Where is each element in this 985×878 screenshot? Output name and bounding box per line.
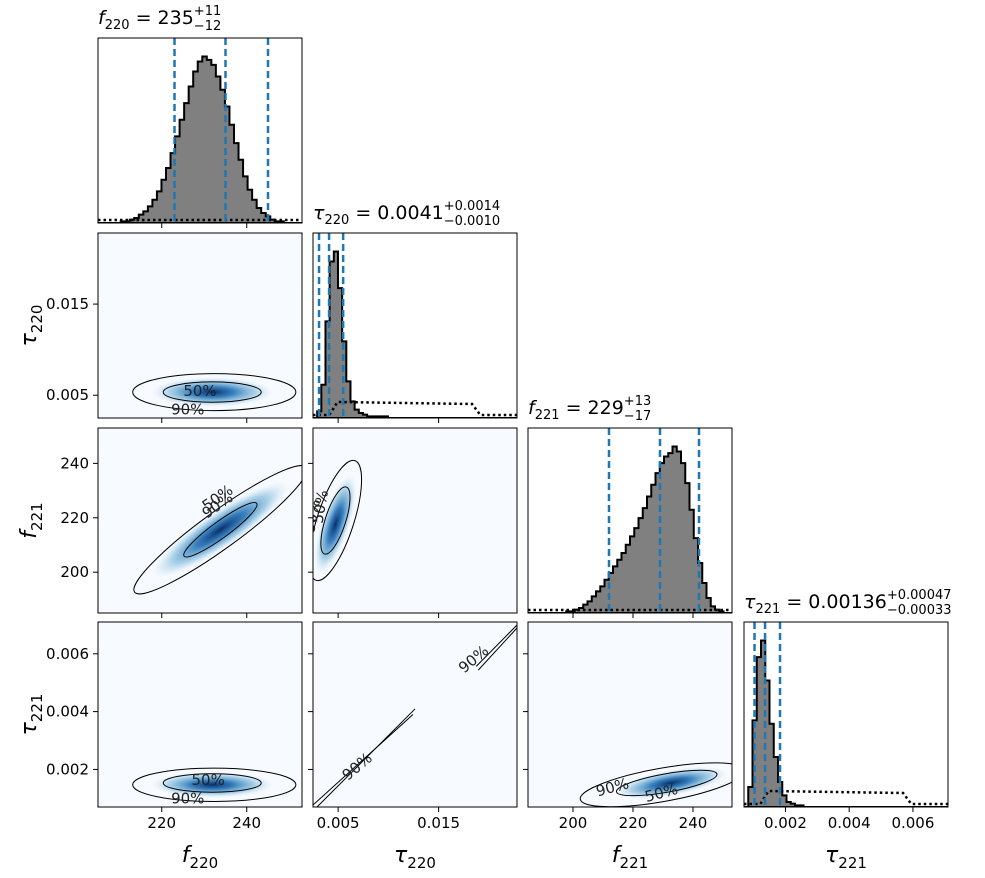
histogram-f221 bbox=[528, 445, 732, 613]
panel-frame bbox=[527, 427, 733, 614]
panel-frame bbox=[97, 232, 303, 419]
hist-panel-f221: f221 = 229+13 −17 bbox=[527, 394, 733, 614]
contour-90 bbox=[132, 373, 297, 412]
contour-90-lower-2 bbox=[316, 708, 416, 807]
title-tau220: τ220 = 0.0041+0.0014 −0.0010 bbox=[313, 199, 500, 229]
title-tau221: τ221 = 0.00136+0.00047 −0.00033 bbox=[744, 588, 952, 618]
panel-frame bbox=[97, 621, 303, 808]
y-tick-label-f221: 220 bbox=[60, 509, 89, 527]
density-panel-tau220-tau221: 90%90% bbox=[312, 621, 518, 808]
x-tick-label-tau221: 0.006 bbox=[891, 814, 934, 832]
contour-90-lower bbox=[313, 714, 414, 806]
histogram-tau220 bbox=[313, 250, 517, 418]
x-tick-label-tau220: 0.015 bbox=[417, 814, 460, 832]
density-blob bbox=[151, 377, 274, 407]
x-tick-label-f221: 220 bbox=[619, 814, 648, 832]
contour-50 bbox=[162, 381, 262, 403]
y-tick-label-tau220: 0.015 bbox=[46, 295, 89, 313]
title-f221: f221 = 229+13 −17 bbox=[528, 394, 651, 424]
contour-label: 90% bbox=[171, 400, 204, 418]
density-blob bbox=[314, 474, 357, 574]
histogram-f220 bbox=[98, 55, 302, 223]
x-tick-label-tau221: 0.002 bbox=[764, 814, 807, 832]
x-tick-label-f220: 240 bbox=[232, 814, 261, 832]
hist-panel-f220: f220 = 235+11 −12 bbox=[97, 4, 303, 224]
panel-frame bbox=[312, 621, 518, 808]
density-panel-f221-tau221: 90% 50% bbox=[527, 621, 733, 808]
contour-90 bbox=[313, 459, 363, 582]
density-panel-tau220-f221: 50%90% bbox=[300, 427, 518, 614]
contour-50 bbox=[615, 769, 718, 797]
x-axis-label-f220: f220 bbox=[182, 843, 218, 872]
contour-90 bbox=[132, 767, 297, 802]
contour-label: 50% bbox=[191, 771, 224, 789]
histogram-tau221 bbox=[744, 639, 948, 807]
panel-frame bbox=[97, 427, 303, 614]
density-panel-f220-f221: 50%90% bbox=[97, 427, 303, 614]
contour-50 bbox=[162, 773, 262, 793]
x-axis-label-f221: f221 bbox=[612, 843, 648, 872]
y-tick-label-tau221: 0.006 bbox=[46, 645, 89, 663]
y-tick-label-tau221: 0.002 bbox=[46, 760, 89, 778]
panel-frame bbox=[312, 427, 518, 614]
y-tick-label-tau221: 0.004 bbox=[46, 703, 89, 721]
contour-label: 50% bbox=[309, 489, 333, 525]
panel-frame bbox=[743, 621, 949, 808]
x-tick-label-tau221: 0.004 bbox=[828, 814, 871, 832]
y-tick-label-f221: 200 bbox=[60, 563, 89, 581]
contour-90 bbox=[133, 465, 302, 595]
hist-panel-tau220: τ220 = 0.0041+0.0014 −0.0010 bbox=[312, 199, 518, 419]
contour-90 bbox=[579, 762, 732, 807]
x-axis-label-tau220: τ220 bbox=[394, 843, 436, 872]
y-tick-label-tau220: 0.005 bbox=[46, 386, 89, 404]
x-tick-label-tau220: 0.005 bbox=[317, 814, 360, 832]
x-tick-label-f220: 220 bbox=[147, 814, 176, 832]
y-axis-label-tau220: τ220 bbox=[17, 305, 46, 347]
y-axis-label-f221: f221 bbox=[17, 502, 46, 538]
density-blob bbox=[151, 481, 289, 578]
density-blob bbox=[614, 766, 728, 800]
panel-frame bbox=[312, 232, 518, 419]
density-panel-f220-tau220: 50%90% bbox=[97, 232, 303, 419]
hist-panel-tau221: τ221 = 0.00136+0.00047 −0.00033 bbox=[743, 588, 952, 808]
contour-50 bbox=[183, 502, 258, 558]
contour-label: 90% bbox=[300, 498, 324, 534]
x-tick-label-f221: 240 bbox=[679, 814, 708, 832]
density-panel-f220-tau221: 50%90% bbox=[97, 621, 303, 808]
x-tick-label-f221: 200 bbox=[559, 814, 588, 832]
panel-frame bbox=[527, 621, 733, 808]
contour-90-upper bbox=[475, 624, 517, 667]
panel-background bbox=[313, 622, 517, 807]
title-f220: f220 = 235+11 −12 bbox=[98, 4, 221, 34]
contour-90-upper-2 bbox=[477, 627, 517, 671]
panel-background bbox=[98, 428, 302, 613]
contour-50 bbox=[320, 486, 351, 555]
y-tick-label-f221: 240 bbox=[60, 454, 89, 472]
panel-frame bbox=[97, 37, 303, 224]
y-axis-label-tau221: τ221 bbox=[17, 694, 46, 736]
x-axis-label-tau221: τ221 bbox=[825, 843, 867, 872]
contour-label: 90% bbox=[171, 789, 204, 807]
density-blob bbox=[151, 771, 274, 798]
contour-label: 50% bbox=[183, 382, 216, 400]
